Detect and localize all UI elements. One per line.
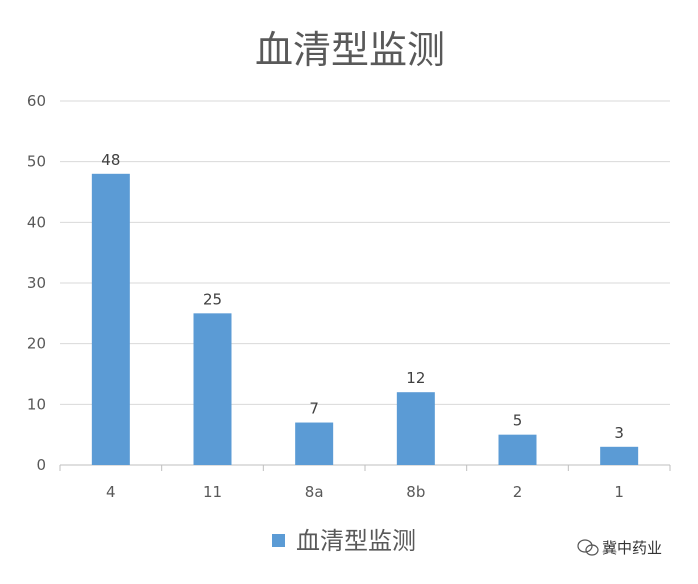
bar-1 bbox=[600, 446, 639, 465]
wechat-icon bbox=[577, 539, 599, 556]
watermark-text: 冀中药业 bbox=[602, 539, 662, 557]
data-label: 48 bbox=[101, 151, 120, 169]
x-tick-label: 1 bbox=[614, 483, 624, 501]
legend-swatch bbox=[272, 534, 285, 547]
bar-2 bbox=[498, 434, 537, 465]
x-tick-label: 2 bbox=[513, 483, 523, 501]
legend: 血清型监测 bbox=[272, 527, 416, 555]
bar-4 bbox=[91, 173, 130, 466]
x-axis: 4 11 8a 8b 2 1 bbox=[59, 464, 671, 501]
bars bbox=[91, 173, 639, 466]
data-label: 12 bbox=[406, 369, 425, 387]
gridlines bbox=[60, 100, 670, 405]
data-label: 25 bbox=[203, 290, 222, 308]
y-tick-label: 20 bbox=[27, 335, 46, 353]
data-labels: 48 25 7 12 5 3 bbox=[101, 151, 624, 442]
x-tick-label: 11 bbox=[203, 483, 222, 501]
data-label: 7 bbox=[309, 400, 319, 418]
y-tick-label: 60 bbox=[27, 92, 46, 110]
x-tick-label: 8a bbox=[305, 483, 324, 501]
x-tick-label: 4 bbox=[106, 483, 116, 501]
bar-11 bbox=[193, 313, 232, 465]
x-tick-label: 8b bbox=[406, 483, 425, 501]
y-tick-label: 40 bbox=[27, 213, 46, 231]
data-label: 3 bbox=[614, 424, 624, 442]
y-tick-label: 0 bbox=[36, 456, 46, 474]
bar-8b bbox=[396, 392, 435, 465]
bar-8a bbox=[295, 422, 334, 465]
watermark: 冀中药业 bbox=[577, 539, 662, 557]
y-tick-label: 30 bbox=[27, 274, 46, 292]
y-tick-label: 10 bbox=[27, 395, 46, 413]
y-axis: 0 10 20 30 40 50 60 bbox=[27, 92, 46, 474]
legend-label: 血清型监测 bbox=[296, 527, 416, 555]
data-label: 5 bbox=[513, 412, 523, 430]
y-tick-label: 50 bbox=[27, 153, 46, 171]
chart-title: 血清型监测 bbox=[255, 28, 445, 72]
